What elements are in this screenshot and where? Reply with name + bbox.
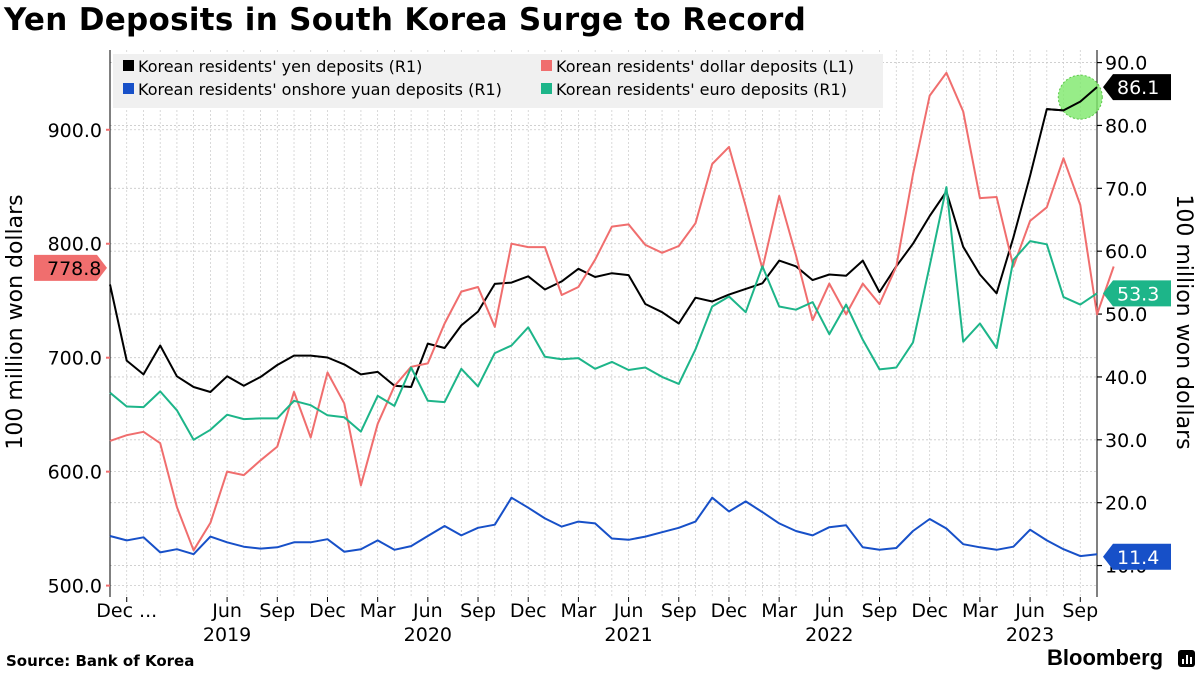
right-axis-tick-label: 50.0 bbox=[1105, 304, 1147, 326]
legend-swatch bbox=[541, 83, 552, 94]
brand-logo: Bloomberg bbox=[1047, 645, 1164, 670]
legend-box bbox=[113, 54, 883, 108]
legend-swatch bbox=[123, 83, 134, 94]
legend-label: Korean residents' yen deposits (R1) bbox=[138, 57, 422, 76]
series-line bbox=[109, 86, 1098, 393]
x-axis-tick-label: Mar bbox=[761, 600, 797, 622]
right-axis-title: 100 million won dollars bbox=[1171, 194, 1196, 449]
x-axis-tick-label: Sep bbox=[862, 600, 898, 622]
series-lines bbox=[109, 71, 1115, 558]
series-line bbox=[109, 496, 1098, 558]
right-axis-tick-label: 30.0 bbox=[1105, 430, 1147, 452]
end-label-value: 778.8 bbox=[47, 258, 101, 280]
x-axis-year-label: 2021 bbox=[604, 624, 652, 646]
series-line-tail bbox=[1046, 86, 1098, 112]
legend-swatch bbox=[541, 60, 552, 71]
x-axis-tick-label: Jun bbox=[211, 600, 242, 622]
x-axis-tick-label: Dec bbox=[309, 600, 346, 622]
right-axis-tick-label: 60.0 bbox=[1105, 241, 1147, 263]
right-axis-tick-label: 20.0 bbox=[1105, 493, 1147, 515]
right-axis-tick-label: 40.0 bbox=[1105, 367, 1147, 389]
series-line bbox=[109, 186, 1098, 441]
end-label-value: 53.3 bbox=[1117, 283, 1159, 305]
series-line bbox=[109, 71, 1115, 552]
x-axis-tick-label: Dec bbox=[711, 600, 748, 622]
x-axis-tick-label: Sep bbox=[661, 600, 697, 622]
x-axis-tick-label: Dec bbox=[911, 600, 948, 622]
right-axis-tick-label: 90.0 bbox=[1105, 53, 1147, 75]
x-axis-year-label: 2020 bbox=[404, 624, 452, 646]
left-axis-title: 100 million won dollars bbox=[3, 194, 28, 449]
legend-label: Korean residents' dollar deposits (L1) bbox=[556, 57, 854, 76]
axes: 500.0600.0700.0800.0900.010.020.030.040.… bbox=[3, 50, 1196, 646]
legend-label: Korean residents' onshore yuan deposits … bbox=[138, 80, 502, 99]
x-axis-tick-label: Mar bbox=[560, 600, 596, 622]
end-label-badge bbox=[1103, 543, 1171, 570]
x-axis-tick-label: Sep bbox=[259, 600, 295, 622]
x-axis-tick-label: Jun bbox=[613, 600, 644, 622]
x-axis-year-label: 2019 bbox=[203, 624, 251, 646]
x-axis-tick-label: Mar bbox=[360, 600, 396, 622]
x-axis-tick-label: Sep bbox=[460, 600, 496, 622]
x-axis-tick-label: Mar bbox=[962, 600, 998, 622]
x-axis-tick-label: Jun bbox=[1014, 600, 1045, 622]
end-label-badge bbox=[34, 254, 107, 281]
end-label-badge bbox=[1103, 280, 1171, 307]
left-axis-tick-label: 500.0 bbox=[48, 576, 102, 598]
left-axis-tick-label: 600.0 bbox=[48, 462, 102, 484]
x-axis-tick-label: Dec ... bbox=[96, 600, 157, 622]
x-axis-year-label: 2023 bbox=[1006, 624, 1054, 646]
legend-swatch bbox=[123, 60, 134, 71]
end-label-value: 11.4 bbox=[1117, 547, 1159, 569]
end-label-badge bbox=[1103, 74, 1171, 101]
end-labels: 86.1 53.3 11.4 778.8 bbox=[34, 74, 1171, 570]
left-axis-tick-label: 700.0 bbox=[48, 348, 102, 370]
legend: Korean residents' yen deposits (R1) Korea… bbox=[113, 54, 883, 108]
left-axis-tick-label: 900.0 bbox=[48, 120, 102, 142]
chart-title: Yen Deposits in South Korea Surge to Rec… bbox=[4, 2, 807, 38]
source-note: Source: Bank of Korea bbox=[6, 652, 195, 670]
legend-label: Korean residents' euro deposits (R1) bbox=[556, 80, 847, 99]
x-axis-year-label: 2022 bbox=[805, 624, 853, 646]
right-axis-tick-label: 70.0 bbox=[1105, 178, 1147, 200]
x-axis-tick-label: Dec bbox=[510, 600, 547, 622]
right-axis-tick-label: 80.0 bbox=[1105, 115, 1147, 137]
end-label-value: 86.1 bbox=[1117, 77, 1159, 99]
highlight-circle bbox=[1057, 74, 1103, 120]
gridlines bbox=[109, 50, 1098, 597]
x-axis-tick-label: Jun bbox=[813, 600, 844, 622]
left-axis-tick-label: 800.0 bbox=[48, 234, 102, 256]
bloomberg-chart-icon bbox=[1178, 650, 1195, 667]
x-axis-tick-label: Sep bbox=[1062, 600, 1098, 622]
x-axis-tick-label: Jun bbox=[412, 600, 443, 622]
